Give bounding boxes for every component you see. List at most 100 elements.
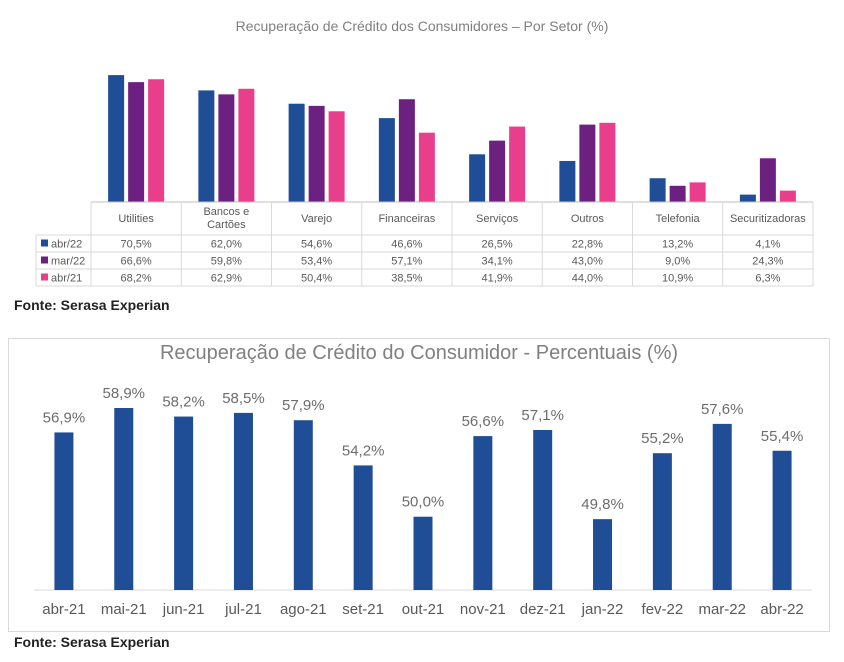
table-cell-value: 10,9% [662, 273, 693, 285]
data-label: 57,1% [521, 407, 564, 424]
bar-abr-21-3 [418, 132, 435, 202]
category-label: Outros [571, 213, 605, 225]
bar-abr-22-1 [198, 90, 215, 202]
table-cell-value: 34,1% [482, 256, 513, 268]
table-cell-value: 43,0% [572, 256, 603, 268]
bar-abr-22-5 [559, 160, 576, 202]
data-label: 55,2% [641, 430, 684, 447]
bar-mar-22-1 [218, 94, 235, 202]
category-label: Telefonia [656, 213, 701, 225]
category-label: Varejo [301, 213, 332, 225]
bar-abr-22-4 [469, 154, 486, 202]
table-cell-value: 41,9% [482, 273, 513, 285]
data-label: 56,9% [43, 409, 86, 426]
bar-abr-21-0 [148, 79, 165, 202]
data-label: 54,2% [342, 442, 385, 459]
x-tick-label: out-21 [402, 601, 445, 618]
legend-label-mar-22: mar/22 [51, 256, 85, 268]
x-tick-label: mar-22 [698, 601, 746, 618]
bar-out-21 [413, 516, 433, 590]
table-cell-value: 50,4% [301, 273, 332, 285]
bar-mar-22-4 [489, 140, 506, 202]
table-cell-value: 59,8% [211, 256, 242, 268]
bar-jul-21 [233, 412, 253, 590]
bar-mai-21 [114, 408, 134, 590]
table-cell-value: 66,6% [121, 256, 152, 268]
data-label: 58,5% [222, 390, 265, 407]
chart2-source: Fonte: Serasa Experian [14, 634, 170, 650]
bar-mar-22-6 [669, 185, 686, 202]
legend-key-abr-22 [41, 239, 48, 247]
data-label: 57,9% [282, 397, 325, 414]
category-label: Financeiras [378, 213, 435, 225]
chart1-source: Fonte: Serasa Experian [14, 297, 170, 313]
data-label: 55,4% [761, 428, 804, 445]
x-tick-label: abr-21 [42, 601, 85, 618]
bar-mar-22-2 [308, 105, 325, 202]
data-label: 58,2% [162, 394, 205, 411]
category-label: Securitizadoras [730, 213, 806, 225]
data-label: 58,9% [102, 385, 145, 402]
sector-bar-chart: Utilities Bancos e Cartões Varejo Financeira… [35, 75, 814, 287]
bar-mar-22-0 [128, 82, 145, 202]
bar-abr-22-6 [649, 178, 666, 202]
legend-label-abr-22: abr/22 [51, 239, 82, 251]
category-label: Utilities [118, 213, 154, 225]
data-label: 57,6% [701, 401, 744, 418]
table-cell-value: 6,3% [755, 273, 780, 285]
data-label: 49,8% [581, 496, 624, 513]
x-tick-label: jun-21 [162, 601, 205, 618]
chart2-title: Recuperação de Crédito do Consumidor - P… [159, 342, 679, 364]
table-cell-value: 46,6% [391, 239, 422, 251]
bar-mar-22-5 [579, 124, 596, 202]
bar-abr-21 [54, 432, 74, 590]
bar-ago-21 [293, 420, 313, 590]
bar-jun-21 [174, 416, 194, 590]
bar-abr-22-7 [739, 194, 756, 202]
legend-key-mar-22 [41, 256, 48, 264]
bar-mar-22 [712, 423, 732, 590]
x-tick-label: ago-21 [280, 601, 327, 618]
bar-fev-22 [652, 453, 672, 590]
table-cell-value: 24,3% [752, 256, 783, 268]
bar-abr-22-2 [288, 103, 305, 202]
bar-abr-21-1 [238, 88, 255, 202]
table-cell-value: 53,4% [301, 256, 332, 268]
bar-abr-21-6 [689, 182, 706, 202]
table-cell-value: 62,0% [211, 239, 242, 251]
table-cell-value: 54,6% [301, 239, 332, 251]
bar-jan-22 [593, 519, 613, 590]
table-cell-value: 26,5% [482, 239, 513, 251]
bar-abr-21-2 [328, 111, 345, 202]
x-tick-label: fev-22 [642, 601, 684, 618]
bar-abr-21-5 [599, 122, 616, 202]
table-cell-value: 70,5% [121, 239, 152, 251]
bar-dez-21 [533, 429, 553, 590]
bar-nov-21 [473, 436, 493, 590]
table-cell-value: 13,2% [662, 239, 693, 251]
table-cell-value: 4,1% [755, 239, 780, 251]
bar-abr-22 [772, 450, 792, 590]
category-label: Serviços [476, 213, 519, 225]
table-cell-value: 57,1% [391, 256, 422, 268]
bar-mar-22-3 [398, 99, 415, 202]
bar-abr-21-7 [779, 190, 796, 202]
table-cell-value: 62,9% [211, 273, 242, 285]
x-tick-label: jul-21 [224, 601, 262, 618]
x-tick-label: set-21 [342, 601, 384, 618]
bar-set-21 [353, 465, 373, 590]
x-tick-label: nov-21 [460, 601, 506, 618]
chart2-panel [8, 338, 830, 632]
x-tick-label: abr-22 [760, 601, 803, 618]
x-tick-label: mai-21 [101, 601, 147, 618]
data-label: 56,6% [462, 413, 505, 430]
data-label: 50,0% [402, 494, 445, 511]
category-label: Bancos e Cartões [203, 206, 249, 231]
table-cell-value: 22,8% [572, 239, 603, 251]
table-cell-value: 38,5% [391, 273, 422, 285]
bar-abr-21-4 [509, 126, 526, 202]
legend-label-abr-21: abr/21 [51, 273, 82, 285]
legend-key-abr-21 [41, 273, 48, 281]
table-cell-value: 9,0% [665, 256, 690, 268]
